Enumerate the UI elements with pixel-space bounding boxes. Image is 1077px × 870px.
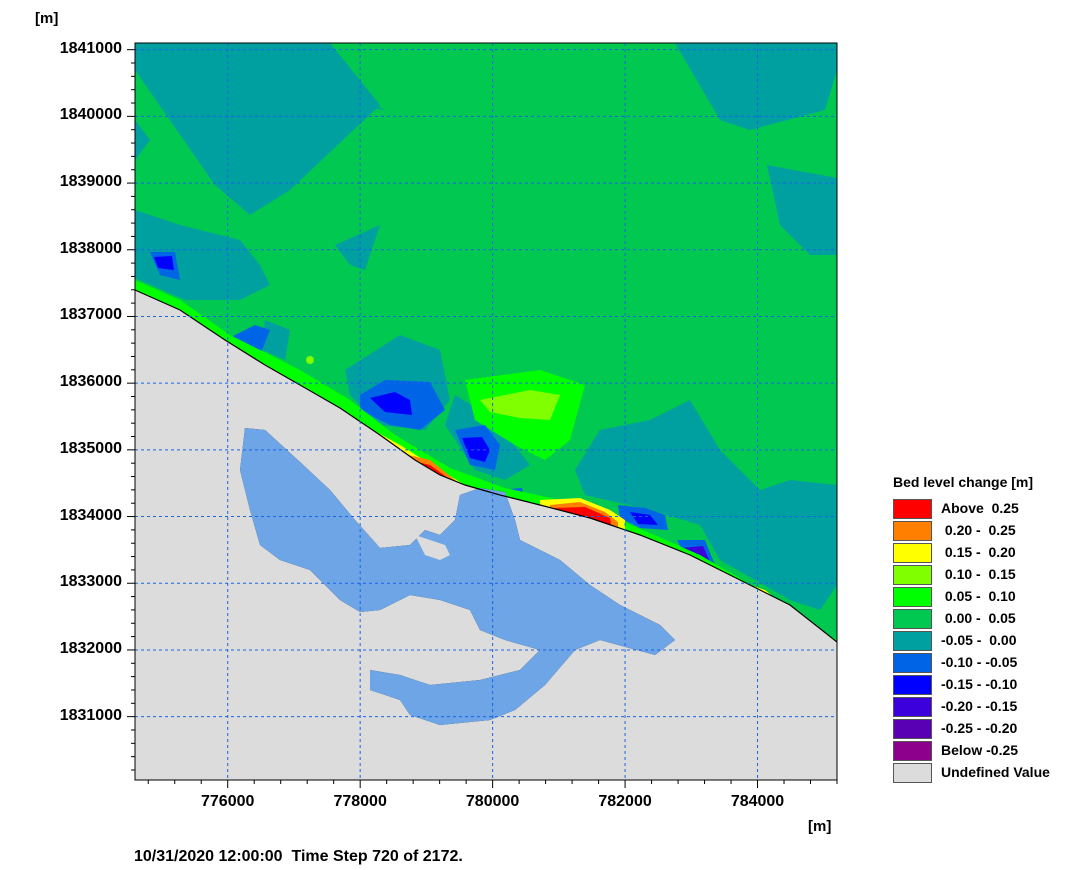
legend-label: Above 0.25 — [941, 500, 1019, 516]
legend-swatch — [893, 543, 932, 563]
plot-frame — [134, 42, 838, 781]
gridlines — [135, 43, 837, 780]
legend-swatch — [893, 521, 932, 541]
legend-swatch — [893, 587, 932, 607]
x-tick-label: 784000 — [730, 793, 785, 810]
y-tick-label: 1832000 — [59, 639, 122, 657]
legend-swatch — [893, 763, 932, 783]
legend-swatch — [893, 697, 932, 717]
y-axis-unit: [m] — [35, 10, 59, 27]
legend-swatch — [893, 741, 932, 761]
legend-swatch — [893, 653, 932, 673]
positive-region-high — [480, 390, 560, 420]
legend-label: -0.05 - 0.00 — [941, 632, 1017, 648]
legend-label: -0.10 - -0.05 — [941, 654, 1018, 670]
legend-label: -0.25 - -0.20 — [941, 720, 1018, 736]
footer-datetime: 10/31/2020 12:00:00 — [134, 848, 283, 865]
legend-label: 0.00 - 0.05 — [941, 610, 1016, 626]
lagoon-island — [415, 535, 450, 560]
y-tick-label: 1839000 — [59, 173, 122, 191]
legend-label: 0.10 - 0.15 — [941, 566, 1016, 582]
legend-label: 0.15 - 0.20 — [941, 544, 1016, 560]
y-tick-label: 1841000 — [59, 39, 122, 57]
legend-label: -0.15 - -0.10 — [941, 676, 1018, 692]
x-axis-unit: [m] — [808, 818, 832, 835]
legend-title: Bed level change [m] — [893, 474, 1034, 490]
y-tick-label: 1837000 — [59, 306, 122, 324]
legend-swatch — [893, 675, 932, 695]
y-tick-label: 1840000 — [59, 106, 122, 124]
plot-area — [135, 43, 837, 780]
legend-swatch — [893, 719, 932, 739]
legend-label: 0.05 - 0.10 — [941, 588, 1016, 604]
footer-text: 10/31/2020 12:00:00 Time Step 720 of 217… — [134, 848, 463, 866]
y-tick-label: 1836000 — [59, 373, 122, 391]
legend-label: Below -0.25 — [941, 742, 1019, 758]
footer-timestep: Time Step 720 of 2172. — [291, 848, 463, 865]
y-tick-label: 1833000 — [59, 573, 122, 591]
x-tick-label: 782000 — [598, 793, 652, 810]
legend-swatch — [893, 499, 932, 519]
x-tick-label: 776000 — [201, 793, 255, 810]
axis-ticks — [127, 49, 838, 788]
y-tick-label: 1835000 — [59, 439, 122, 457]
x-tick-label: 780000 — [465, 793, 520, 810]
legend-label: -0.20 - -0.15 — [941, 698, 1018, 714]
legend-label: 0.20 - 0.25 — [941, 522, 1016, 538]
positive-spot — [306, 356, 314, 364]
legend-swatch — [893, 609, 932, 629]
legend-swatch — [893, 631, 932, 651]
y-tick-label: 1834000 — [59, 506, 122, 524]
lagoon-region — [240, 428, 675, 725]
shoreline — [135, 289, 837, 643]
legend-label: Undefined Value — [941, 764, 1050, 780]
x-tick-label: 778000 — [333, 793, 387, 810]
legend-swatch — [893, 565, 932, 585]
y-tick-label: 1831000 — [59, 706, 122, 724]
y-tick-label: 1838000 — [59, 239, 122, 257]
